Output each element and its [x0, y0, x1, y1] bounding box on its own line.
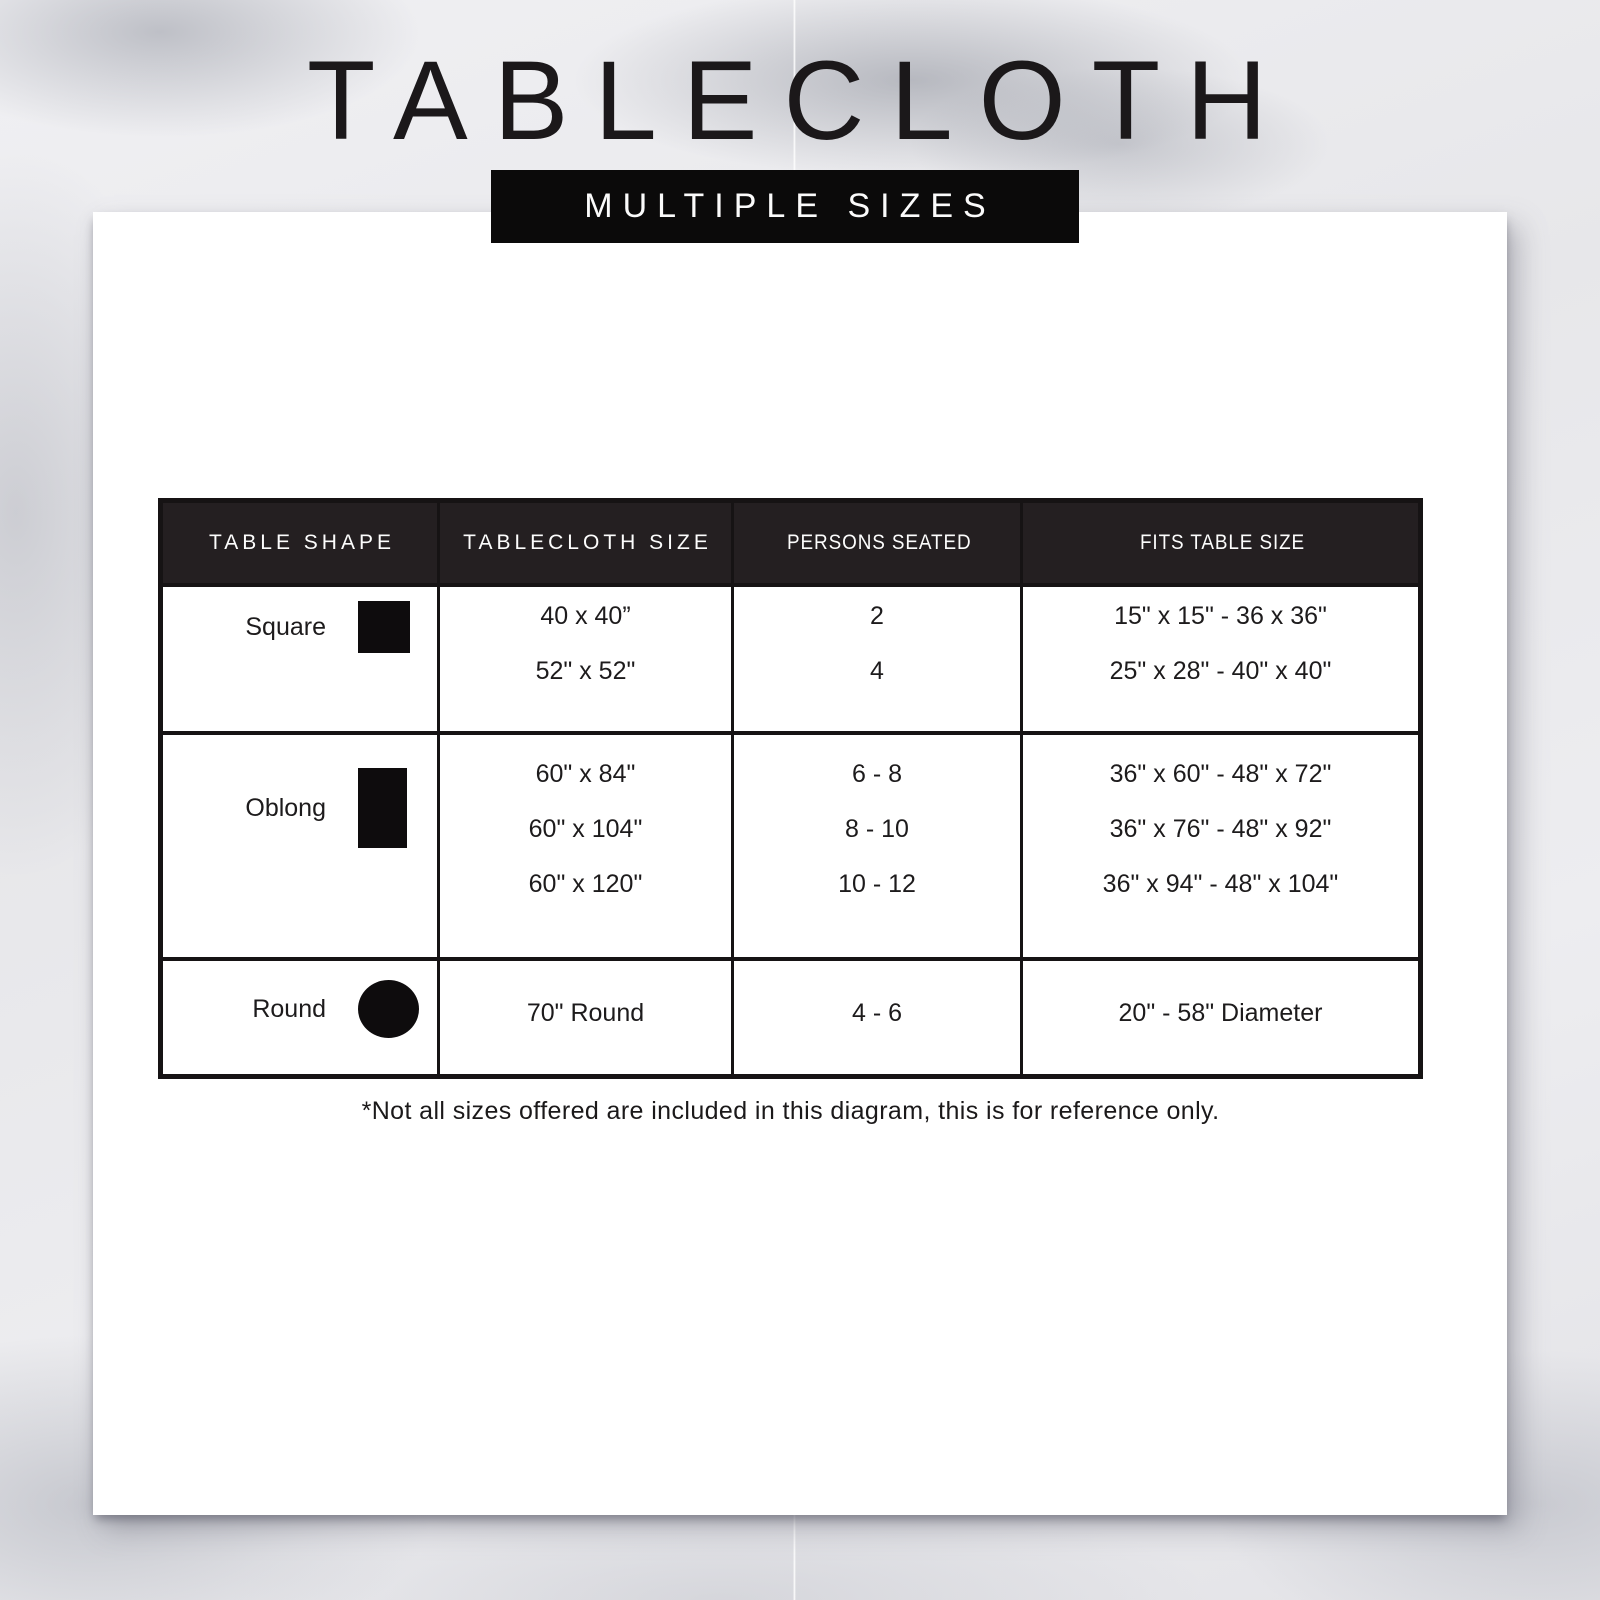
cell-line: 4 — [870, 657, 884, 685]
persons-seated-cell-round: 4 - 6 — [734, 957, 1023, 1074]
subtitle-banner: MULTIPLE SIZES — [491, 170, 1079, 243]
shape-group-oblong: Oblong — [186, 768, 407, 848]
cell-line: 70" Round — [526, 999, 645, 1027]
shape-cell-round: Round — [163, 957, 440, 1074]
fits-table-size-cell-round: 20" - 58" Diameter — [1023, 957, 1418, 1074]
cell-line: 60" x 120" — [528, 870, 643, 898]
persons-seated-cell-square: 2 4 — [734, 583, 1023, 731]
cell-line: 8 - 10 — [845, 815, 909, 843]
info-card: TABLE SHAPE TABLECLOTH SIZE PERSONS SEAT… — [93, 212, 1507, 1515]
fits-table-size-cell-square: 15" x 15" - 36 x 36" 25" x 28" - 40" x 4… — [1023, 583, 1418, 731]
header-cell-persons-seated: PERSONS SEATED — [734, 503, 1023, 583]
cell-line: 52" x 52" — [535, 657, 636, 685]
cell-line: 36" x 94" - 48" x 104" — [1102, 870, 1339, 898]
tablecloth-size-cell-oblong: 60" x 84" 60" x 104" 60" x 120" — [440, 731, 734, 957]
cell-line: 15" x 15" - 36 x 36" — [1114, 602, 1327, 630]
persons-seated-cell-oblong: 6 - 8 8 - 10 10 - 12 — [734, 731, 1023, 957]
oblong-icon — [358, 768, 407, 848]
circle-icon — [358, 980, 419, 1038]
shape-label-round: Round — [252, 994, 326, 1023]
subtitle-text: MULTIPLE SIZES — [584, 187, 996, 225]
header-label-tablecloth-size: TABLECLOTH SIZE — [463, 531, 712, 554]
size-chart-table: TABLE SHAPE TABLECLOTH SIZE PERSONS SEAT… — [158, 498, 1423, 1079]
cell-line: 36" x 76" - 48" x 92" — [1109, 815, 1332, 843]
shape-cell-oblong: Oblong — [163, 731, 440, 957]
cell-line: 60" x 84" — [535, 760, 636, 788]
header-cell-table-shape: TABLE SHAPE — [163, 503, 440, 583]
cell-line: 4 - 6 — [851, 999, 903, 1027]
cell-line: 2 — [870, 602, 884, 630]
cell-line: 36" x 60" - 48" x 72" — [1109, 760, 1332, 788]
tablecloth-size-cell-round: 70" Round — [440, 957, 734, 1074]
shape-group-square: Square — [186, 601, 410, 653]
cell-line: 25" x 28" - 40" x 40" — [1109, 657, 1332, 685]
header-label-persons-seated: PERSONS SEATED — [786, 531, 972, 554]
header-label-table-shape: TABLE SHAPE — [209, 531, 395, 554]
shape-group-round: Round — [186, 980, 419, 1038]
header-cell-fits-table-size: FITS TABLE SIZE — [1023, 503, 1418, 583]
page-title: TABLECLOTH — [306, 38, 1294, 163]
square-icon — [358, 601, 410, 653]
header-label-fits-table-size: FITS TABLE SIZE — [1139, 531, 1305, 554]
shape-cell-square: Square — [163, 583, 440, 731]
footnote: *Not all sizes offered are included in t… — [361, 1097, 1220, 1125]
shape-label-oblong: Oblong — [245, 793, 326, 822]
header-cell-tablecloth-size: TABLECLOTH SIZE — [440, 503, 734, 583]
cell-line: 6 - 8 — [851, 760, 903, 788]
shape-label-square: Square — [245, 612, 326, 641]
cell-line: 20" - 58" Diameter — [1118, 999, 1323, 1027]
cell-line: 10 - 12 — [838, 870, 916, 898]
cell-line: 60" x 104" — [528, 815, 643, 843]
cell-line: 40 x 40” — [540, 602, 631, 630]
fits-table-size-cell-oblong: 36" x 60" - 48" x 72" 36" x 76" - 48" x … — [1023, 731, 1418, 957]
tablecloth-size-cell-square: 40 x 40” 52" x 52" — [440, 583, 734, 731]
